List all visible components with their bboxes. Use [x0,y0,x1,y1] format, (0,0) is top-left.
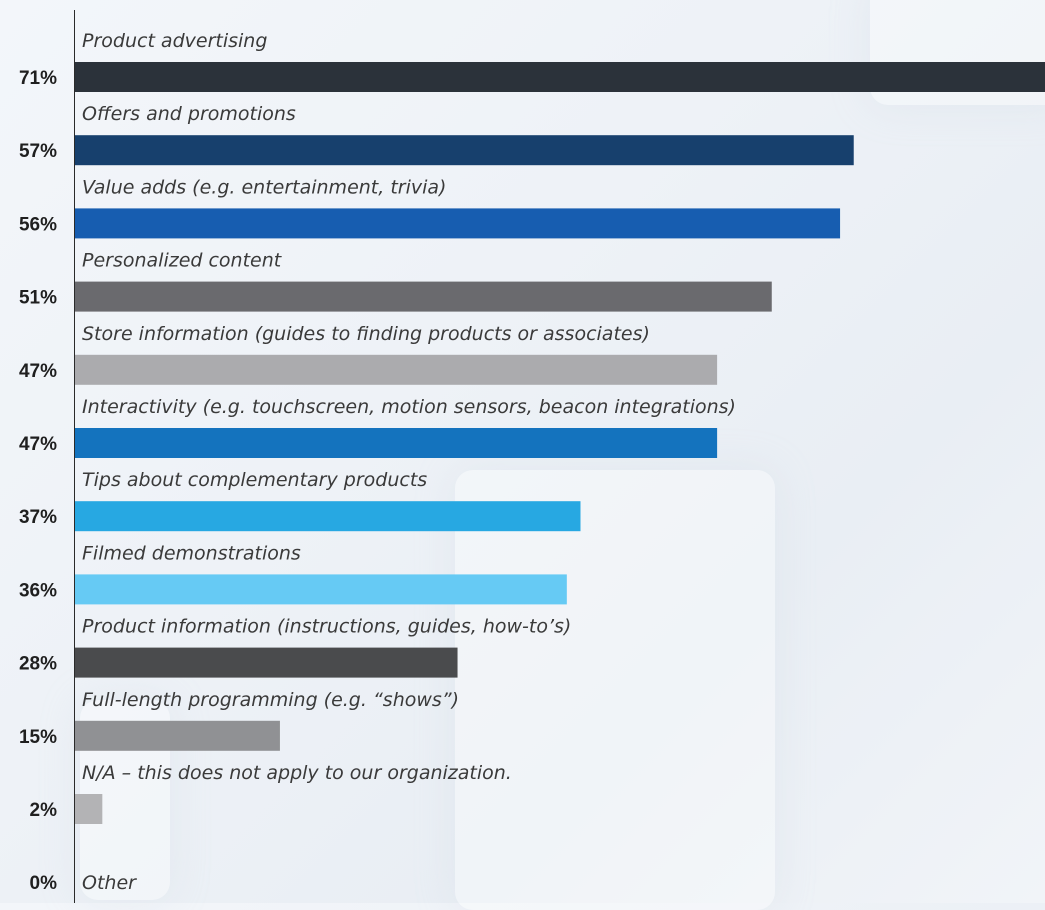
category-label: N/A – this does not apply to our organiz… [82,762,512,784]
bar [75,281,772,312]
category-label: Value adds (e.g. entertainment, trivia) [82,176,446,198]
value-label: 2% [30,800,58,821]
value-label: 71% [19,68,57,89]
bar [75,208,841,239]
value-label: 57% [19,141,57,162]
bar [75,135,854,166]
value-label: 15% [19,727,57,748]
bars-layer: Product advertising 71% Offers and promoti… [19,30,1045,894]
value-label: 51% [19,288,57,309]
category-label: Tips about complementary products [82,469,427,491]
category-label: Interactivity (e.g. touchscreen, motion … [82,396,736,418]
bar [75,354,718,385]
value-label: 36% [19,580,57,601]
category-label: Filmed demonstrations [82,542,301,564]
bar [75,720,280,751]
bar [75,428,718,458]
value-label: 0% [30,873,58,894]
bar [75,62,1045,92]
category-label: Personalized content [82,250,283,272]
bar [75,501,581,532]
value-label: 47% [19,361,57,382]
value-label: 47% [19,434,57,455]
category-label: Store information (guides to finding pro… [82,323,650,345]
bar [75,647,458,678]
category-label: Other [82,872,137,894]
category-label: Offers and promotions [82,103,296,125]
background-panel-middle [455,470,775,910]
category-label: Product information (instructions, guide… [82,616,571,638]
value-label: 37% [19,507,57,528]
bar [75,794,103,824]
bar [75,574,567,605]
category-label: Full-length programming (e.g. “shows”) [82,689,459,711]
category-label: Product advertising [82,30,267,52]
value-label: 56% [19,214,57,235]
value-label: 28% [19,654,57,675]
